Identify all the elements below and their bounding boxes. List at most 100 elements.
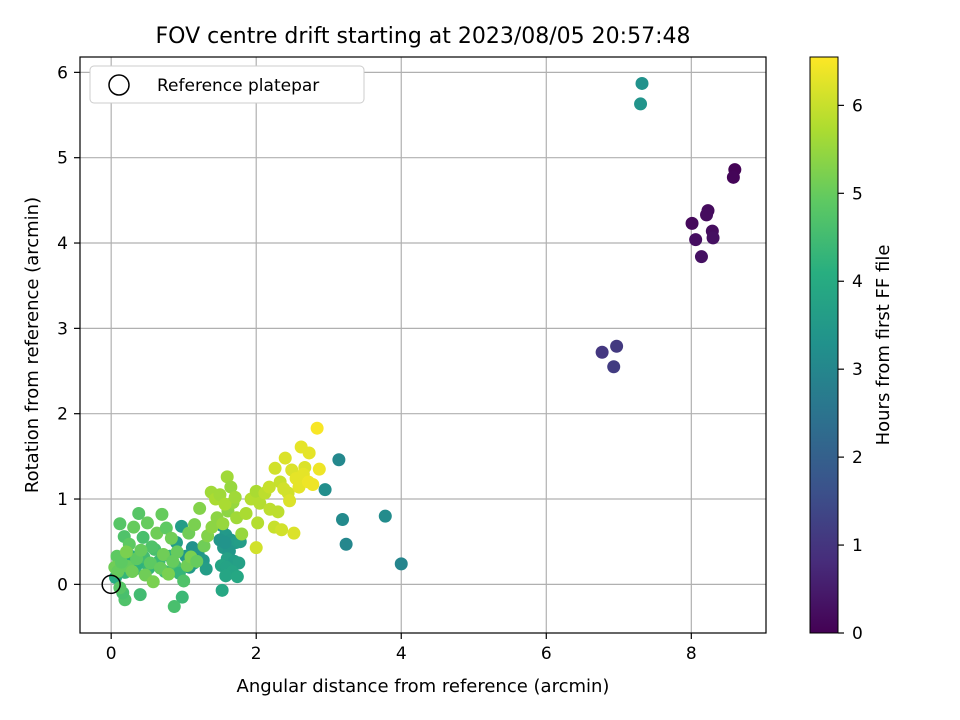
scatter-point: [685, 216, 699, 230]
legend-box: [89, 65, 365, 104]
reference-platepar-marker: [101, 574, 121, 595]
scatter-point: [607, 360, 621, 374]
scatter-point: [318, 483, 332, 497]
scatter-point: [220, 470, 234, 484]
colorbar-tick-label: 6: [852, 96, 863, 116]
scatter-point: [113, 517, 127, 531]
scatter-point: [394, 557, 408, 571]
scatter-point: [228, 490, 242, 504]
scatter-point: [249, 541, 263, 555]
scatter-point: [219, 569, 233, 583]
scatter-point: [188, 518, 202, 532]
scatter-point: [378, 509, 392, 523]
scatter-point: [159, 521, 173, 535]
colorbar-tick-label: 0: [852, 624, 863, 644]
scatter-point: [694, 250, 708, 264]
scatter-point: [197, 539, 211, 553]
colorbar-tick-label: 1: [852, 536, 863, 556]
scatter-point: [175, 590, 189, 604]
legend-marker-icon: [108, 74, 130, 96]
y-tick-label: 1: [57, 490, 68, 510]
x-tick-label: 6: [541, 644, 552, 664]
scatter-point: [301, 475, 315, 489]
colorbar-tick-label: 5: [852, 184, 863, 204]
scatter-point: [251, 516, 265, 530]
scatter-point: [216, 517, 230, 531]
scatter-point: [199, 562, 213, 576]
scatter-point: [164, 531, 178, 545]
plot-frame: [79, 56, 767, 634]
scatter-point: [278, 451, 292, 465]
y-tick-label: 5: [57, 149, 68, 169]
scatter-point: [119, 545, 133, 559]
scatter-point: [610, 339, 624, 353]
y-axis-ticks: 0 1 2 3 4 5 6: [57, 63, 80, 595]
scatter-point: [332, 453, 346, 467]
y-axis-label: Rotation from reference (arcmin): [22, 197, 43, 493]
x-axis-ticks: 0 2 4 6 8: [106, 633, 697, 664]
scatter-point: [283, 494, 297, 508]
scatter-point: [336, 513, 350, 527]
y-tick-label: 6: [57, 63, 68, 83]
chart-title: FOV centre drift starting at 2023/08/05 …: [156, 24, 691, 49]
x-tick-label: 4: [396, 644, 407, 664]
x-tick-label: 2: [251, 644, 262, 664]
scatter-point: [277, 482, 291, 496]
scatter-point: [312, 462, 326, 476]
scatter-point: [262, 480, 276, 494]
scatter-point: [143, 556, 157, 570]
scatter-point: [635, 76, 649, 90]
scatter-point: [193, 501, 207, 515]
y-tick-label: 0: [57, 575, 68, 595]
scatter-point: [275, 523, 289, 537]
y-tick-label: 4: [57, 234, 68, 254]
scatter-point: [595, 345, 609, 359]
scatter-point: [726, 170, 740, 184]
scatter-point: [167, 600, 181, 614]
scatter-point: [268, 461, 282, 475]
colorbar-tick-label: 2: [852, 448, 863, 468]
scatter-point: [689, 233, 703, 247]
scatter-point: [156, 547, 170, 561]
scatter-point: [177, 574, 191, 588]
scatter-point: [230, 570, 244, 584]
legend: Reference platepar: [89, 65, 365, 104]
colorbar: [809, 56, 839, 634]
y-tick-label: 2: [57, 405, 68, 425]
x-axis-label: Angular distance from reference (arcmin): [237, 676, 610, 697]
scatter-point: [155, 507, 169, 521]
colorbar-tick-label: 3: [852, 360, 863, 380]
x-tick-label: 0: [106, 644, 117, 664]
scatter-point: [224, 480, 238, 494]
colorbar-ticks: 0 1 2 3 4 5 6: [838, 96, 863, 644]
scatter-point: [125, 565, 139, 579]
scatter-point: [235, 527, 249, 541]
scatter-point: [190, 554, 204, 568]
scatter-point: [215, 583, 229, 597]
scatter-point: [339, 537, 353, 551]
scatter-point: [133, 588, 147, 602]
y-tick-label: 3: [57, 319, 68, 339]
scatter-point: [134, 543, 148, 557]
scatter-point: [287, 526, 301, 540]
legend-entry-reference-platepar: Reference platepar: [157, 76, 319, 96]
scatter-point: [132, 507, 146, 521]
scatter-point: [114, 555, 128, 569]
scatter-point: [634, 97, 648, 111]
scatter-points: [108, 76, 742, 614]
scatter-point: [218, 536, 232, 550]
scatter-point: [161, 567, 175, 581]
scatter-point: [706, 231, 720, 245]
scatter-point: [302, 446, 316, 460]
scatter-point: [253, 496, 267, 510]
scatter-point: [140, 516, 154, 530]
scatter-point: [310, 421, 324, 435]
x-tick-label: 8: [686, 644, 697, 664]
colorbar-label: Hours from first FF file: [873, 245, 894, 446]
scatter-point: [239, 507, 253, 521]
scatter-point: [271, 505, 285, 519]
colorbar-tick-label: 4: [852, 272, 863, 292]
scatter-point: [166, 554, 180, 568]
plot-area: [80, 57, 766, 633]
